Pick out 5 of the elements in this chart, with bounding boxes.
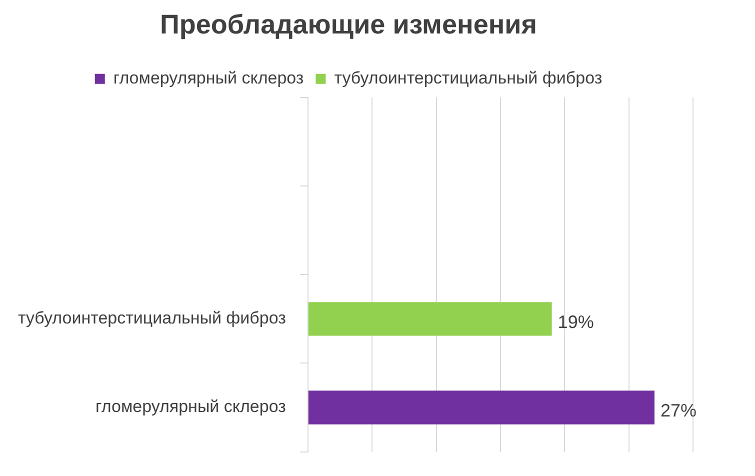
- data-label: 19%: [558, 312, 594, 332]
- legend-label: тубулоинтерстициальный фиброз: [334, 68, 602, 88]
- data-label: 27%: [660, 400, 697, 420]
- legend-label: гломерулярный склероз: [113, 68, 304, 88]
- chart-title: Преобладающие изменения: [160, 10, 538, 40]
